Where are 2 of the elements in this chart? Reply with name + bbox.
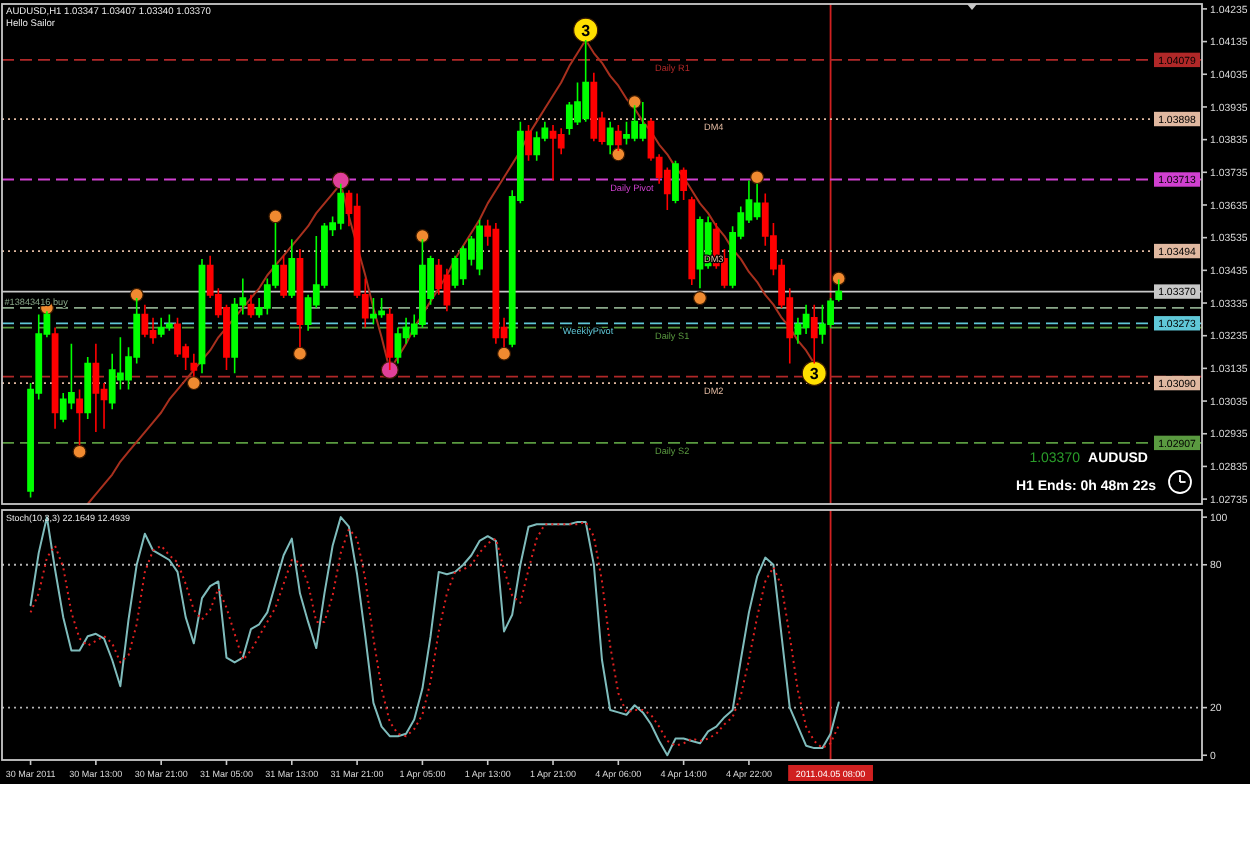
- series-label: 3: [809, 364, 820, 383]
- text: 3: [581, 21, 591, 40]
